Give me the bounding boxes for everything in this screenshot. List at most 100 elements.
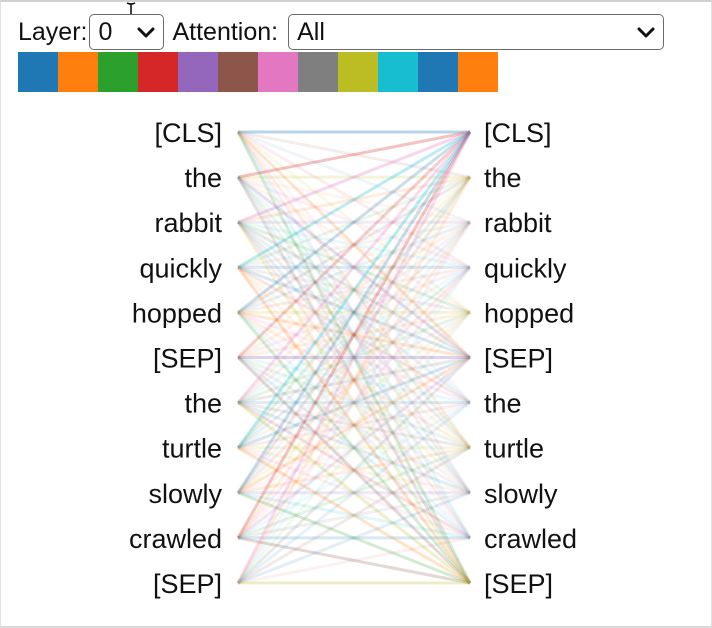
attention-line [237,130,471,314]
attention-line [237,401,471,540]
head-swatch-0[interactable] [18,52,58,92]
head-swatch-6[interactable] [258,52,298,92]
attention-line [237,220,471,314]
right-token-9[interactable]: crawled [484,524,577,554]
attention-line [237,356,471,540]
left-token-3[interactable]: quickly [139,253,222,283]
left-token-1[interactable]: the [184,163,222,193]
attention-line [237,175,471,269]
attention-line [237,446,471,495]
attention-line [237,130,471,269]
right-token-3[interactable]: quickly [484,253,567,283]
attention-line [236,221,472,449]
right-token-4[interactable]: hopped [484,298,574,328]
attention-line [236,221,472,584]
attention-line [236,266,472,584]
left-token-7[interactable]: turtle [162,434,222,464]
attention-line [237,356,471,450]
layer-select[interactable]: 0 [89,14,165,50]
attention-line [237,310,471,359]
attention-line [237,175,471,314]
left-token-8[interactable]: slowly [148,479,222,509]
attention-line [237,130,471,224]
attention-line [236,221,472,494]
left-token-10[interactable]: [SEP] [153,569,222,599]
left-token-column: [CLS] the rabbit quickly hopped [SEP] the turtl… [129,118,223,599]
head-swatch-8[interactable] [338,52,378,92]
right-token-7[interactable]: turtle [484,434,544,464]
attention-line [237,265,471,314]
attention-line [236,221,472,494]
attention-line [236,176,472,449]
right-token-5[interactable]: [SEP] [484,344,553,374]
right-token-1[interactable]: the [484,163,522,193]
head-swatch-4[interactable] [178,52,218,92]
attention-line [237,130,471,269]
right-token-column: [CLS] the rabbit quickly hopped [SEP] the turtl… [484,118,577,599]
attention-line [237,175,471,224]
attention-line [237,221,471,404]
chevron-down-icon [637,27,655,38]
right-token-2[interactable]: rabbit [484,208,552,238]
attention-line [236,176,472,404]
head-swatch-5[interactable] [218,52,258,92]
attention-line [237,401,471,450]
left-token-9[interactable]: crawled [129,524,222,554]
right-token-0[interactable]: [CLS] [484,118,552,148]
left-token-6[interactable]: the [184,389,222,419]
attention-select-value: All [297,17,325,46]
attention-line [236,176,472,404]
head-swatch-10[interactable] [418,52,458,92]
attention-line [236,131,472,539]
attention-line [236,311,472,539]
attention-line [236,176,472,539]
head-swatch-11[interactable] [458,52,498,92]
head-swatch-3[interactable] [138,52,178,92]
attention-line [237,311,471,494]
left-token-5[interactable]: [SEP] [153,344,222,374]
attention-line [237,356,471,495]
attention-line [237,356,471,540]
attention-line [236,266,472,494]
left-token-4[interactable]: hopped [132,298,222,328]
attention-line [237,265,471,359]
attention-line [237,356,471,495]
attention-line [237,491,471,585]
toolbar: Layer: 0 Attention: All [18,12,665,52]
attention-line [237,175,471,359]
head-swatch-1[interactable] [58,52,98,92]
layer-select-value: 0 [98,17,113,46]
attention-select[interactable]: All [288,14,665,50]
chevron-down-icon [137,27,155,38]
left-token-2[interactable]: rabbit [154,208,222,238]
attention-line [237,311,471,449]
attention-line [236,176,472,584]
right-token-8[interactable]: slowly [484,479,558,509]
left-token-0[interactable]: [CLS] [154,118,222,148]
head-swatch-9[interactable] [378,52,418,92]
attention-line [236,176,472,584]
attention-line [237,401,471,540]
attention-line [236,131,472,449]
attention-line [237,220,471,269]
attention-line [236,131,472,584]
head-swatch-2[interactable] [98,52,138,92]
attention-line [237,130,471,224]
attention-line [237,266,471,449]
attention-line [237,536,471,585]
head-swatch-7[interactable] [298,52,338,92]
attention-line [236,311,472,584]
attention-line [237,175,471,224]
attention-line [236,176,472,494]
attention-line [237,130,471,179]
attention-line [237,265,471,359]
attention-line [237,311,471,494]
attention-line [236,356,472,585]
attention-line [237,401,471,585]
right-token-6[interactable]: the [484,389,522,419]
attention-line [237,175,471,314]
attention-line [236,266,472,539]
attention-line [236,131,472,494]
right-token-10[interactable]: [SEP] [484,569,553,599]
attention-line [236,176,472,449]
